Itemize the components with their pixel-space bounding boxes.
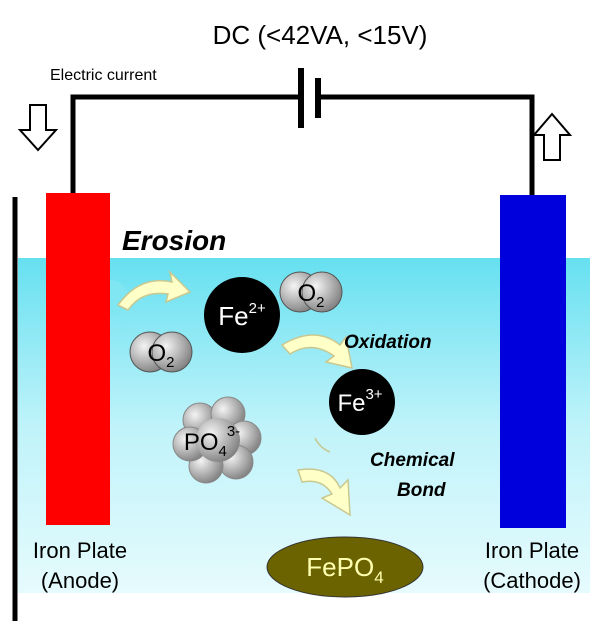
- species-label: Fe2+: [218, 300, 266, 331]
- label-part: FePO: [306, 552, 374, 582]
- species-label: PO43-: [184, 423, 240, 460]
- label-part: PO: [184, 429, 219, 456]
- bond-label: Chemical: [370, 450, 455, 471]
- label-part: 4: [374, 568, 383, 587]
- up-arrow: [531, 112, 573, 161]
- current-label: Electric current: [50, 67, 157, 84]
- cathode-label: Iron Plate: [485, 538, 579, 563]
- label-part: O: [147, 340, 166, 367]
- anode-label: Iron Plate: [33, 538, 127, 563]
- label-part: Fe: [337, 390, 365, 417]
- reaction-arrows: [116, 269, 353, 517]
- species-label: O2: [297, 280, 324, 311]
- wire: [320, 94, 535, 197]
- label-part: O: [297, 280, 316, 307]
- title: DC (<42VA, <15V): [213, 20, 428, 50]
- label-part: Fe: [218, 301, 248, 331]
- cathode-plate: [500, 195, 566, 528]
- label-part: 2: [316, 294, 324, 311]
- label-part: 4: [219, 443, 227, 460]
- ion-fe2: [204, 277, 280, 353]
- oxidation-label: Oxidation: [344, 332, 432, 353]
- bond-label: Bond: [397, 480, 446, 501]
- erosion-label: Erosion: [122, 225, 226, 256]
- down-arrow: [17, 104, 59, 152]
- molecule-po4: [172, 396, 262, 484]
- label-part: 2: [166, 354, 174, 371]
- label-part: 3+: [365, 386, 382, 403]
- molecule-o2: [129, 331, 193, 373]
- precipitate: [266, 536, 424, 598]
- cathode-label: (Cathode): [483, 568, 581, 593]
- wire: [70, 94, 299, 195]
- anode-label: (Anode): [41, 568, 119, 593]
- label-part: 2+: [249, 300, 266, 317]
- label-part: 3-: [227, 423, 240, 440]
- anode-plate: [46, 193, 110, 525]
- species-label: O2: [147, 340, 174, 371]
- ion-fe3: [329, 369, 395, 435]
- species-label: FePO4: [306, 552, 383, 587]
- species-label: Fe3+: [337, 386, 382, 417]
- molecule-o2: [279, 271, 343, 313]
